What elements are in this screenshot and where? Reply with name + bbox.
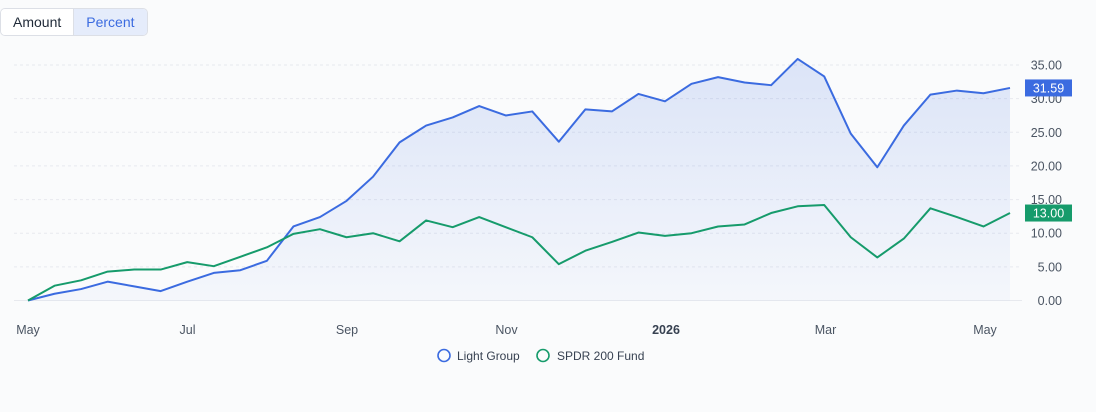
x-tick-label: Nov [495, 323, 518, 337]
x-tick-label: 2026 [652, 323, 680, 337]
legend-label: Light Group [457, 349, 520, 363]
x-tick-label: Jul [180, 323, 196, 337]
legend-label: SPDR 200 Fund [557, 349, 644, 363]
y-tick-label: 20.00 [1031, 159, 1062, 173]
view-mode-toggle: Amount Percent [0, 8, 148, 36]
series-line[interactable] [27, 57, 1011, 302]
end-value-label: 13.00 [1033, 207, 1064, 221]
percent-toggle-button[interactable]: Percent [73, 9, 147, 35]
legend: Light Group SPDR 200 Fund [437, 348, 644, 363]
end-value-label: 31.59 [1033, 81, 1064, 95]
end-value-badge [1025, 79, 1072, 97]
y-tick-label: 10.00 [1031, 227, 1062, 241]
legend-marker-icon [536, 348, 550, 363]
legend-item[interactable]: SPDR 200 Fund [536, 348, 644, 363]
y-tick-label: 5.00 [1038, 260, 1062, 274]
y-tick-label: 35.00 [1031, 59, 1062, 73]
x-tick-label: Sep [336, 323, 358, 337]
series-line[interactable] [27, 203, 1011, 302]
series-lines [27, 57, 1011, 302]
x-tick-label: May [16, 323, 40, 337]
series-area [28, 58, 1010, 301]
y-tick-label: 15.00 [1031, 193, 1062, 207]
x-tick-label: Mar [815, 323, 837, 337]
legend-marker-icon [437, 348, 451, 363]
area-fills [28, 58, 1010, 301]
end-value-labels: 31.59 13.00 [1025, 79, 1072, 222]
amount-toggle-button[interactable]: Amount [1, 9, 74, 35]
x-tick-label: May [973, 323, 997, 337]
y-tick-label: 0.00 [1038, 294, 1062, 308]
legend-item[interactable]: Light Group [437, 348, 520, 363]
end-value-badge [1025, 204, 1072, 222]
y-tick-label: 25.00 [1031, 126, 1062, 140]
x-axis-ticks: May Jul Sep Nov 2026 Mar May [16, 323, 997, 337]
